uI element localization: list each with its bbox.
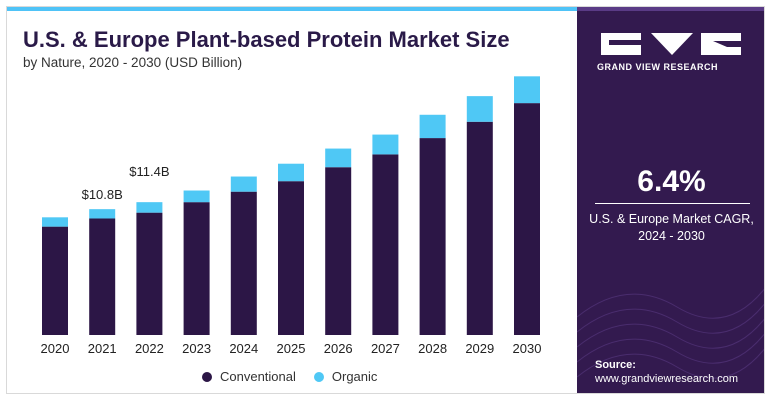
legend-label-organic: Organic	[331, 369, 378, 384]
legend-label-conventional: Conventional	[220, 369, 296, 384]
cagr-label: U.S. & Europe Market CAGR, 2024 - 2030	[577, 211, 764, 245]
bar-organic-2027	[372, 134, 399, 155]
bar-organic-2022	[136, 202, 163, 213]
bar-chart: 2020 2021 2022 2023 2024 2025 2026 2027 2028 2029…	[41, 76, 542, 356]
legend-item-conventional: Conventional	[202, 369, 296, 384]
x-tick-label-2028: 2028	[418, 341, 447, 356]
x-tick-label-2027: 2027	[371, 341, 400, 356]
info-sidebar: GRAND VIEW RESEARCH 6.4% U.S. & Europe M…	[577, 7, 764, 393]
cagr-divider	[595, 203, 750, 204]
legend-item-organic: Organic	[313, 369, 378, 384]
x-tick-label-2030: 2030	[513, 341, 542, 356]
bar-conventional-2024	[230, 191, 257, 335]
bar-conventional-2022	[136, 212, 163, 335]
x-tick-label-2021: 2021	[88, 341, 117, 356]
bar-conventional-2029	[466, 121, 493, 335]
legend-swatch-organic	[313, 371, 324, 382]
bar-organic-2020	[42, 217, 68, 227]
brand-name: GRAND VIEW RESEARCH	[597, 62, 719, 72]
grand-view-research-logo-icon	[601, 33, 741, 55]
bar-conventional-2028	[419, 138, 446, 335]
x-tick-label-2022: 2022	[135, 341, 164, 356]
bar-conventional-2023	[183, 202, 210, 335]
data-label-2022: $11.4B	[129, 164, 169, 179]
decorative-wave-pattern	[577, 288, 764, 379]
chart-title: U.S. & Europe Plant-based Protein Market…	[23, 27, 510, 52]
source-label: Source:	[595, 359, 636, 371]
cagr-value: 6.4%	[637, 165, 706, 198]
bar-organic-2023	[183, 190, 210, 203]
x-tick-label-2026: 2026	[324, 341, 353, 356]
bar-organic-2028	[419, 114, 446, 139]
cagr-label-line1: U.S. & Europe Market CAGR,	[589, 212, 754, 226]
legend-swatch-conventional	[202, 371, 212, 382]
x-tick-label-2020: 2020	[41, 341, 70, 356]
x-tick-label-2023: 2023	[182, 341, 211, 356]
bar-organic-2029	[466, 96, 493, 122]
x-tick-label-2025: 2025	[277, 341, 306, 356]
bar-organic-2030	[514, 76, 540, 104]
bar-conventional-2025	[278, 181, 304, 335]
bar-conventional-2020	[42, 226, 68, 335]
top-accent-bar	[7, 7, 577, 11]
chart-subtitle: by Nature, 2020 - 2030 (USD Billion)	[23, 55, 243, 70]
bar-conventional-2027	[372, 154, 399, 335]
x-tick-label-2029: 2029	[465, 341, 494, 356]
data-label-2021: $10.8B	[82, 187, 123, 202]
cagr-label-line2: 2024 - 2030	[638, 229, 705, 243]
chart-legend: Conventional Organic	[202, 369, 377, 384]
bar-conventional-2021	[89, 218, 116, 335]
x-tick-label-2024: 2024	[229, 341, 258, 356]
bar-organic-2024	[230, 176, 257, 192]
sidebar-accent	[577, 7, 764, 11]
bar-conventional-2030	[514, 103, 540, 336]
source-url[interactable]: www.grandviewresearch.com	[595, 373, 739, 385]
bar-organic-2025	[278, 163, 304, 182]
bar-conventional-2026	[325, 167, 352, 335]
bar-organic-2026	[325, 148, 352, 168]
infographic-frame: U.S. & Europe Plant-based Protein Market…	[6, 6, 765, 394]
chart-panel: U.S. & Europe Plant-based Protein Market…	[7, 7, 577, 393]
bar-organic-2021	[89, 209, 116, 219]
